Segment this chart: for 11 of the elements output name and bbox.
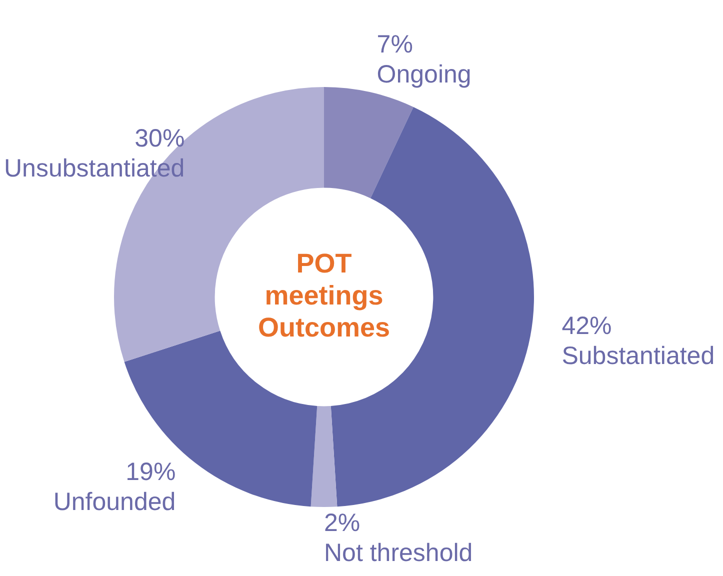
data-label: 2% <box>324 508 360 537</box>
text: POT meetings Outcomes <box>258 248 390 342</box>
data-label: 30% <box>134 124 185 153</box>
slice-label: Substantiated <box>562 342 715 370</box>
data-label: 19% <box>126 458 176 486</box>
slice-label: Unfounded <box>53 488 176 516</box>
data-label: 42% <box>562 312 612 340</box>
slice-label: Unsubstantiated <box>4 154 185 183</box>
slice-label: Not threshold <box>324 538 473 567</box>
slice-label: Ongoing <box>376 60 472 89</box>
data-label: 7% <box>376 30 413 59</box>
